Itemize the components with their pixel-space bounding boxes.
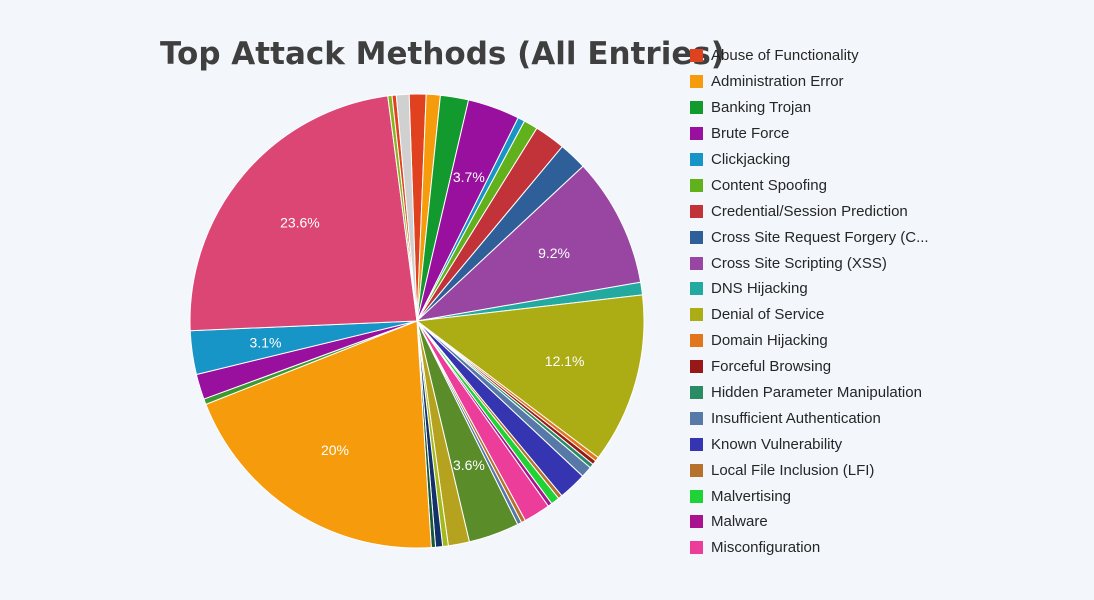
- legend-swatch: [690, 256, 703, 270]
- legend-label: Content Spoofing: [711, 176, 827, 194]
- legend-item[interactable]: Malvertising: [690, 483, 929, 509]
- legend-label: Credential/Session Prediction: [711, 202, 908, 220]
- legend-label: Insufficient Authentication: [711, 409, 881, 427]
- legend-item[interactable]: Known Vulnerability: [690, 431, 929, 457]
- legend-label: Domain Hijacking: [711, 332, 828, 350]
- pie-slice: [415, 294, 645, 459]
- legend-item[interactable]: Content Spoofing: [690, 172, 929, 198]
- pie-slice: [395, 93, 418, 322]
- slice-label: 12.1%: [545, 353, 585, 369]
- legend-label: Cross Site Request Forgery (C...: [711, 228, 929, 246]
- legend-label: Banking Trojan: [711, 99, 812, 117]
- legend-label: Misconfiguration: [711, 539, 821, 557]
- slice-label: 23.6%: [280, 215, 320, 231]
- legend-item[interactable]: Abuse of Functionality: [690, 43, 929, 69]
- legend-swatch: [690, 101, 703, 115]
- legend-item[interactable]: Domain Hijacking: [690, 328, 929, 354]
- pie-slice: [415, 165, 642, 322]
- legend-item[interactable]: DNS Hijacking: [690, 276, 929, 302]
- legend-item[interactable]: Clickjacking: [690, 147, 929, 173]
- legend-swatch: [690, 153, 703, 166]
- legend-swatch: [690, 127, 703, 141]
- legend-swatch: [690, 204, 703, 218]
- legend-swatch: [690, 463, 703, 477]
- legend-label: Known Vulnerability: [711, 435, 843, 453]
- legend-item[interactable]: Cross Site Scripting (XSS): [690, 250, 929, 276]
- legend-label: Malware: [711, 513, 768, 531]
- legend-swatch: [690, 489, 703, 503]
- slice-label: 3.1%: [250, 334, 282, 350]
- legend-item[interactable]: Misconfiguration: [690, 535, 929, 561]
- legend-label: Denial of Service: [711, 306, 825, 324]
- legend-label: Clickjacking: [711, 151, 791, 168]
- pie-slice-labels: 3.7% 9.2% 12.1% 3.6% 20% 3.1% 23.6%: [250, 169, 585, 473]
- legend-item[interactable]: Administration Error: [690, 69, 929, 95]
- legend-item[interactable]: Brute Force: [690, 121, 929, 147]
- slice-label: 3.6%: [453, 457, 485, 473]
- legend-item[interactable]: Insufficient Authentication: [690, 405, 929, 431]
- legend-swatch: [690, 230, 703, 244]
- legend-label: Administration Error: [711, 73, 844, 91]
- legend-swatch: [690, 308, 703, 322]
- legend-item[interactable]: Hidden Parameter Manipulation: [690, 380, 929, 406]
- legend-swatch: [690, 515, 703, 529]
- pie-slice: [189, 95, 418, 332]
- pie-slices: [189, 93, 645, 549]
- legend-item[interactable]: Denial of Service: [690, 302, 929, 328]
- legend-swatch: [690, 437, 703, 451]
- legend-swatch: [690, 49, 703, 63]
- legend-swatch: [690, 282, 703, 296]
- legend-label: Cross Site Scripting (XSS): [711, 254, 887, 272]
- pie-chart: 3.7% 9.2% 12.1% 3.6% 20% 3.1% 23.6%: [189, 93, 645, 549]
- legend-item[interactable]: Cross Site Request Forgery (C...: [690, 224, 929, 250]
- legend-item[interactable]: Malware: [690, 509, 929, 535]
- legend-label: Local File Inclusion (LFI): [711, 461, 875, 479]
- legend-swatch: [690, 411, 703, 425]
- legend-item[interactable]: Credential/Session Prediction: [690, 198, 929, 224]
- slice-label: 20%: [321, 442, 349, 458]
- legend-swatch: [690, 178, 703, 192]
- legend-swatch: [690, 360, 703, 374]
- legend: Abuse of Functionality Administration Err…: [690, 43, 929, 561]
- legend-swatch: [690, 334, 703, 348]
- legend-label: DNS Hijacking: [711, 280, 808, 298]
- legend-label: Abuse of Functionality: [711, 47, 859, 65]
- legend-item[interactable]: Forceful Browsing: [690, 354, 929, 380]
- legend-item[interactable]: Local File Inclusion (LFI): [690, 457, 929, 483]
- pie-slice: [205, 320, 432, 549]
- slice-label: 9.2%: [538, 245, 570, 261]
- legend-swatch: [690, 541, 703, 555]
- legend-label: Forceful Browsing: [711, 358, 832, 376]
- slice-label: 3.7%: [453, 169, 485, 185]
- chart-title: Top Attack Methods (All Entries): [160, 36, 725, 72]
- legend-label: Malvertising: [711, 487, 792, 505]
- legend-item[interactable]: Banking Trojan: [690, 95, 929, 121]
- legend-label: Brute Force: [711, 125, 790, 143]
- legend-swatch: [690, 386, 703, 400]
- legend-label: Hidden Parameter Manipulation: [711, 384, 922, 402]
- legend-swatch: [690, 75, 703, 89]
